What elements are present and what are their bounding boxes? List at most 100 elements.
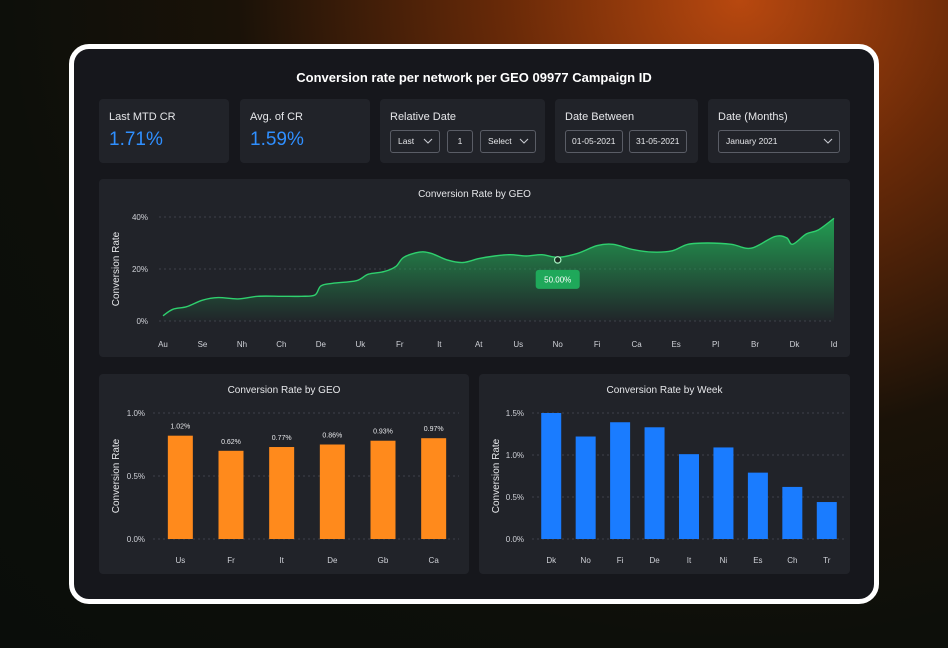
month-select-value: January 2021: [726, 136, 778, 146]
bar: [816, 502, 837, 539]
x-tick-label: Fr: [396, 340, 404, 349]
kpi-label: Avg. of CR: [250, 111, 303, 123]
filter-label: Date (Months): [718, 111, 788, 123]
y-tick-label: 0.5%: [506, 493, 524, 502]
x-tick-label: It: [687, 556, 692, 565]
x-tick-label: Ch: [276, 340, 286, 349]
count-input-value: 1: [457, 136, 463, 146]
kpi-card-last-mtd: Last MTD CR 1.71%: [99, 99, 229, 163]
y-tick-label: 0.5%: [127, 472, 145, 481]
x-tick-label: De: [649, 556, 660, 565]
area-chart: 0% 20% 40% Conversion Rate Au Se Nh Ch De Uk Fr It A…: [111, 213, 838, 349]
chart-title: Conversion Rate by GEO: [227, 385, 341, 396]
x-tick-label: Dk: [546, 556, 557, 565]
data-label: 0.93%: [373, 429, 393, 436]
x-tick-label: It: [437, 340, 442, 349]
x-tick-label: Fi: [617, 556, 624, 565]
x-tick-label: Id: [831, 340, 838, 349]
bar: [421, 438, 447, 539]
y-tick-label: 20%: [132, 265, 148, 274]
area-fill: [163, 218, 834, 321]
x-tick-label: Nh: [237, 340, 247, 349]
y-axis-label: Conversion Rate: [491, 438, 502, 513]
x-tick-label: Tr: [823, 556, 831, 565]
x-tick-label: Uk: [355, 340, 366, 349]
start-date-input[interactable]: 01-05-2021: [565, 130, 623, 153]
kpi-value: 1.71%: [109, 129, 163, 150]
bar: [370, 440, 396, 539]
end-date-value: 31-05-2021: [636, 136, 680, 146]
y-tick-label: 0%: [136, 317, 148, 326]
kpi-card-avg: Avg. of CR 1.59%: [240, 99, 370, 163]
bar: [644, 427, 665, 539]
chevron-down-icon: [423, 138, 433, 144]
week-bar-chart: 0.0% 0.5% 1.0% 1.5% Conversion Rate Dk No Fi De I…: [491, 409, 844, 565]
date-between-filter: Date Between 01-05-2021 31-05-2021: [555, 99, 698, 163]
bar: [218, 450, 244, 539]
data-label: 0.62%: [221, 439, 241, 446]
x-tick-label: It: [279, 556, 284, 565]
y-tick-label: 0.0%: [506, 535, 524, 544]
y-axis-label: Conversion Rate: [111, 438, 122, 513]
y-tick-label: 1.0%: [506, 451, 524, 460]
y-axis-label: Conversion Rate: [111, 231, 122, 306]
bar: [575, 436, 596, 539]
x-tick-label: Br: [751, 340, 759, 349]
x-tick-label: Ni: [720, 556, 728, 565]
period-select[interactable]: Last: [390, 130, 440, 153]
chart-title: Conversion Rate by GEO: [418, 189, 531, 200]
kpi-value: 1.59%: [250, 129, 304, 150]
x-tick-label: At: [475, 340, 483, 349]
chevron-down-icon: [519, 138, 529, 144]
unit-select[interactable]: Select: [480, 130, 536, 153]
tooltip-label: 50.00%: [544, 275, 571, 284]
x-tick-label: Ca: [429, 556, 440, 565]
x-tick-label: Au: [158, 340, 168, 349]
data-label: 0.86%: [322, 433, 342, 440]
x-tick-label: No: [553, 340, 564, 349]
bar: [269, 447, 295, 539]
chevron-down-icon: [823, 138, 833, 144]
y-tick-label: 1.0%: [127, 409, 145, 418]
x-tick-label: Ch: [787, 556, 797, 565]
bar: [747, 472, 768, 539]
bar: [541, 413, 562, 539]
filter-label: Relative Date: [390, 111, 457, 123]
y-tick-label: 1.5%: [506, 409, 524, 418]
kpi-label: Last MTD CR: [109, 111, 176, 123]
x-tick-label: Fr: [227, 556, 235, 565]
bar: [167, 435, 193, 539]
data-label: 0.97%: [424, 426, 444, 433]
week-bar-chart-card: Conversion Rate by Week 0.0% 0.5% 1.0% 1.5%…: [479, 374, 850, 574]
count-input[interactable]: 1: [447, 130, 473, 153]
area-chart-card: Conversion Rate by GEO 0% 20% 40% Conversio…: [99, 179, 850, 357]
end-date-input[interactable]: 31-05-2021: [629, 130, 687, 153]
unit-select-value: Select: [488, 136, 512, 146]
date-months-filter: Date (Months) January 2021: [708, 99, 850, 163]
month-select[interactable]: January 2021: [718, 130, 840, 153]
y-tick-label: 0.0%: [127, 535, 145, 544]
tooltip-box: [535, 269, 580, 289]
x-tick-label: De: [316, 340, 327, 349]
x-tick-label: Fi: [594, 340, 601, 349]
start-date-value: 01-05-2021: [572, 136, 616, 146]
x-tick-label: Es: [671, 340, 680, 349]
geo-bar-chart: 0.0% 0.5% 1.0% Conversion Rate Us 1.02% Fr 0.62…: [111, 409, 459, 565]
data-label: 1.02%: [170, 424, 190, 431]
bar: [679, 454, 699, 539]
x-tick-label: Dk: [790, 340, 801, 349]
page-title: Conversion rate per network per GEO 0997…: [296, 70, 652, 85]
x-tick-label: Es: [753, 556, 762, 565]
x-tick-label: Ca: [632, 340, 643, 349]
tooltip-marker: [553, 256, 562, 264]
bar: [782, 486, 803, 539]
x-tick-label: Gb: [378, 556, 389, 565]
y-tick-label: 40%: [132, 213, 148, 222]
relative-date-filter: Relative Date Last 1 Select: [380, 99, 545, 163]
period-select-value: Last: [398, 136, 415, 146]
area-line: [162, 217, 835, 317]
x-tick-label: Se: [198, 340, 208, 349]
x-tick-label: Pl: [712, 340, 719, 349]
x-tick-label: Us: [513, 340, 523, 349]
x-tick-label: De: [327, 556, 338, 565]
